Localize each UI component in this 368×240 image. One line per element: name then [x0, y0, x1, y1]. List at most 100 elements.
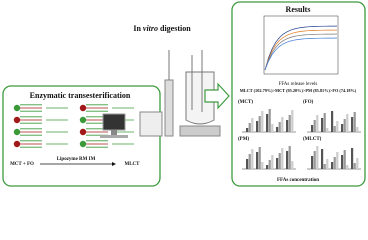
bar — [356, 127, 359, 132]
bar — [313, 120, 316, 132]
bar — [336, 152, 339, 169]
bar — [333, 126, 336, 132]
bar — [276, 127, 279, 132]
curve — [264, 33, 338, 71]
glycerol — [79, 116, 87, 124]
product: MLCT — [125, 162, 141, 167]
bar — [343, 119, 346, 132]
monitor-stand — [111, 130, 117, 135]
bar — [246, 159, 249, 169]
curve — [264, 25, 337, 71]
curve — [264, 37, 338, 71]
bar — [286, 151, 289, 169]
bar — [311, 156, 314, 169]
chart-frame — [263, 15, 339, 75]
graphical-abstract: Enzymatic transesterification MCT + FO L… — [2, 1, 366, 187]
glycerol — [13, 116, 21, 124]
stirrer — [179, 125, 221, 137]
bar — [251, 149, 254, 169]
glycerol — [79, 104, 87, 112]
bar — [316, 146, 319, 169]
bar — [278, 122, 281, 132]
device — [139, 111, 163, 137]
bar — [323, 113, 326, 132]
bar — [288, 146, 291, 169]
bar — [316, 115, 319, 132]
bar — [351, 117, 354, 132]
bar — [271, 124, 274, 132]
glycerol — [13, 140, 21, 148]
bar — [261, 162, 264, 169]
bar — [266, 114, 269, 132]
bar — [271, 155, 274, 169]
bar — [261, 111, 264, 132]
glycerol — [13, 104, 21, 112]
bar — [331, 162, 334, 169]
left-frame — [2, 85, 161, 187]
glycerol — [13, 128, 21, 136]
bar — [291, 161, 294, 169]
bar — [291, 110, 294, 132]
bar — [321, 149, 324, 169]
bar — [281, 148, 284, 169]
middle-title: In vitro digestion — [133, 24, 191, 33]
bar — [258, 116, 261, 132]
bar — [353, 163, 356, 169]
catalyst: Lipozyme RM IM — [57, 157, 96, 162]
bar — [331, 111, 334, 132]
bar — [353, 112, 356, 132]
apparatus — [100, 50, 221, 138]
right-title: Results — [286, 5, 311, 14]
title-part: In — [133, 24, 143, 33]
bar — [278, 153, 281, 169]
arrow-head — [112, 162, 116, 166]
bar — [266, 165, 269, 169]
bar — [276, 158, 279, 169]
reactants: MCT + FO — [10, 162, 34, 167]
bar — [256, 121, 259, 132]
bar — [336, 121, 339, 132]
keyboard — [100, 135, 128, 138]
bar — [356, 158, 359, 169]
titrator — [164, 79, 174, 137]
bar — [343, 150, 346, 169]
glycerol — [79, 128, 87, 136]
panel-label: (FO) — [303, 100, 314, 105]
bar — [323, 164, 326, 169]
ranking: MLCT (102.79%)>MCT (95.20%)>PM (85.81%)>… — [240, 88, 357, 93]
bar — [346, 165, 349, 169]
panel-label: (PM) — [238, 137, 249, 142]
bar — [341, 124, 344, 132]
bar — [256, 152, 259, 169]
bar — [268, 109, 271, 132]
left-title: Enzymatic transesterification — [30, 91, 131, 100]
bar — [248, 123, 251, 132]
bar — [346, 114, 349, 132]
bar — [248, 154, 251, 169]
flow-arrow — [204, 82, 230, 110]
bar-panels: (MCT) (FO) (PM) (MLCT) — [238, 100, 361, 170]
bar — [246, 128, 249, 132]
bar — [258, 147, 261, 169]
page: {"left_panel":{"title":"Enzymatic transe… — [2, 1, 366, 187]
bar — [286, 120, 289, 132]
bar — [268, 160, 271, 169]
monitor — [102, 113, 126, 131]
bar — [251, 118, 254, 132]
right-frame — [231, 1, 366, 187]
glycerol — [79, 140, 87, 148]
title-part: digestion — [158, 24, 191, 33]
bar — [326, 128, 329, 132]
bar — [281, 117, 284, 132]
bar — [326, 159, 329, 169]
bar — [351, 148, 354, 169]
panel-label: (MCT) — [238, 100, 253, 105]
chart-caption: FFAs release levels — [279, 82, 318, 87]
line-chart — [263, 15, 339, 75]
panel-label: (MLCT) — [303, 137, 322, 142]
bar — [341, 155, 344, 169]
bar — [311, 125, 314, 132]
title-part: vitro — [143, 24, 158, 33]
beaker — [185, 71, 215, 125]
bar — [288, 115, 291, 132]
